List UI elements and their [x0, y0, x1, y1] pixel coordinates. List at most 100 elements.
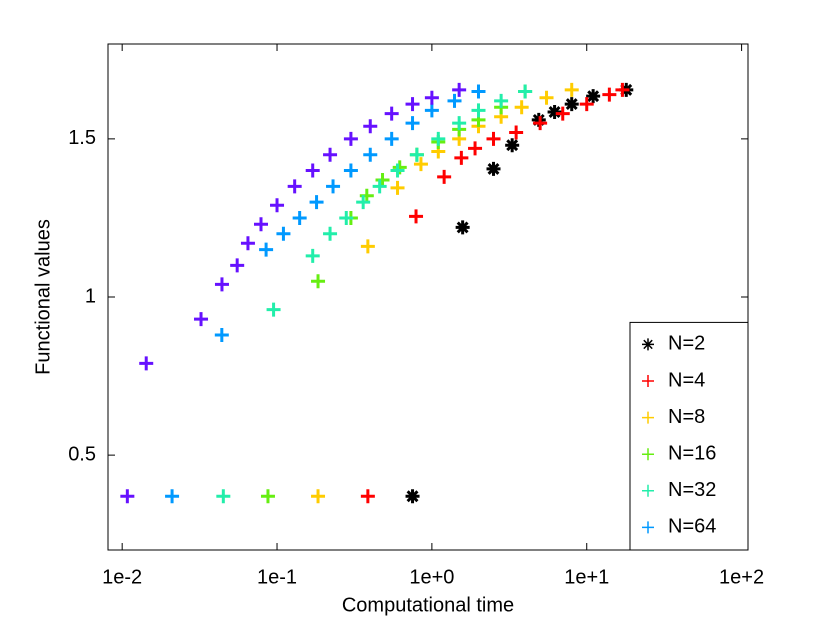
data-point: [390, 163, 405, 178]
data-point: [579, 97, 594, 112]
data-point: [260, 489, 275, 504]
data-point: [447, 93, 462, 108]
data-point: [509, 125, 524, 140]
data-point: [372, 179, 387, 194]
legend: [629, 321, 749, 551]
data-point: [409, 209, 424, 224]
legend-label: N=2: [668, 333, 705, 355]
data-point: [254, 217, 269, 232]
data-point: [230, 258, 245, 273]
data-point: [424, 90, 439, 105]
data-point: [452, 82, 467, 97]
legend-label: N=64: [668, 516, 716, 538]
data-point: [533, 116, 548, 131]
x-tick-label: 1e+1: [564, 566, 609, 588]
data-point: [586, 89, 601, 104]
data-point: [326, 179, 341, 194]
data-point: [539, 90, 554, 105]
x-tick-label: 1e+0: [409, 566, 454, 588]
data-point: [384, 131, 399, 146]
data-point: [343, 131, 358, 146]
data-point: [471, 84, 486, 99]
data-point: [505, 138, 520, 153]
data-point: [323, 147, 338, 162]
data-point: [555, 106, 570, 121]
data-point: [363, 147, 378, 162]
legend-label: N=4: [668, 369, 705, 391]
data-point: [214, 277, 229, 292]
data-point: [165, 489, 180, 504]
data-point: [266, 302, 281, 317]
data-point: [518, 84, 533, 99]
data-point: [287, 179, 302, 194]
data-point: [375, 172, 390, 187]
data-point: [339, 210, 354, 225]
legend-marker: [642, 338, 654, 351]
legend-marker: [642, 375, 654, 387]
data-point: [214, 327, 229, 342]
legend-marker: [642, 521, 654, 534]
data-point: [405, 97, 420, 112]
legend-marker: [642, 411, 654, 424]
data-point: [486, 161, 501, 176]
data-point: [615, 82, 630, 97]
x-tick-label: 1e-1: [257, 566, 297, 588]
y-tick-label: 1: [85, 285, 96, 307]
data-point: [455, 220, 470, 235]
legend-label: N=16: [668, 442, 716, 464]
data-point: [431, 131, 446, 146]
x-tick-label: 1e+2: [719, 566, 764, 588]
x-tick-label: 1e-2: [102, 566, 142, 588]
data-point: [468, 141, 483, 156]
legend-marker: [642, 484, 654, 497]
data-point: [363, 119, 378, 134]
data-point: [437, 169, 452, 184]
y-tick-label: 1.5: [68, 127, 96, 149]
data-point: [194, 312, 209, 327]
data-point: [120, 489, 135, 504]
legend-marker: [642, 448, 654, 461]
data-point: [384, 106, 399, 121]
data-point: [494, 93, 509, 108]
data-point: [452, 116, 467, 131]
data-point: [323, 226, 338, 241]
data-point: [292, 210, 307, 225]
data-point: [409, 147, 424, 162]
data-point: [305, 163, 320, 178]
data-point: [309, 195, 324, 210]
data-point: [390, 180, 405, 195]
data-point: [216, 489, 231, 504]
data-point: [564, 82, 579, 97]
data-point: [514, 100, 529, 115]
data-point: [602, 87, 617, 102]
data-point: [547, 104, 562, 119]
y-tick-label: 0.5: [68, 443, 96, 465]
y-axis-label: Functional values: [32, 219, 54, 375]
legend-label: N=32: [668, 479, 716, 501]
data-point: [139, 356, 154, 371]
data-point: [405, 116, 420, 131]
data-point: [356, 195, 371, 210]
data-point: [392, 160, 407, 175]
data-point: [259, 242, 274, 257]
data-point: [360, 489, 375, 504]
data-point: [311, 489, 326, 504]
data-point: [471, 103, 486, 118]
data-point: [454, 150, 469, 165]
data-point: [405, 489, 420, 504]
data-point: [270, 198, 285, 213]
data-point: [413, 157, 428, 172]
data-point: [240, 236, 255, 251]
data-point: [311, 274, 326, 289]
data-point: [343, 163, 358, 178]
data-point: [305, 248, 320, 263]
data-point: [276, 226, 291, 241]
data-point: [486, 131, 501, 146]
x-axis-label: Computational time: [342, 594, 514, 616]
data-point: [424, 103, 439, 118]
data-point: [360, 239, 375, 254]
data-point: [564, 97, 579, 112]
legend-label: N=8: [668, 406, 705, 428]
